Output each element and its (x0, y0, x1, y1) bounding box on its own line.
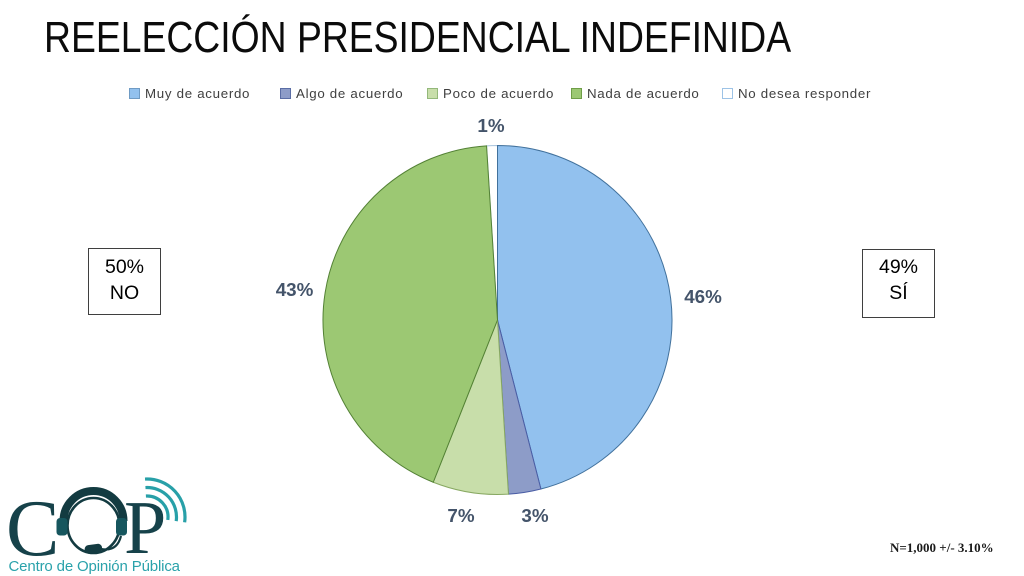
svg-text:Centro de Opinión Pública: Centro de Opinión Pública (9, 558, 181, 575)
svg-text:C: C (6, 485, 59, 573)
